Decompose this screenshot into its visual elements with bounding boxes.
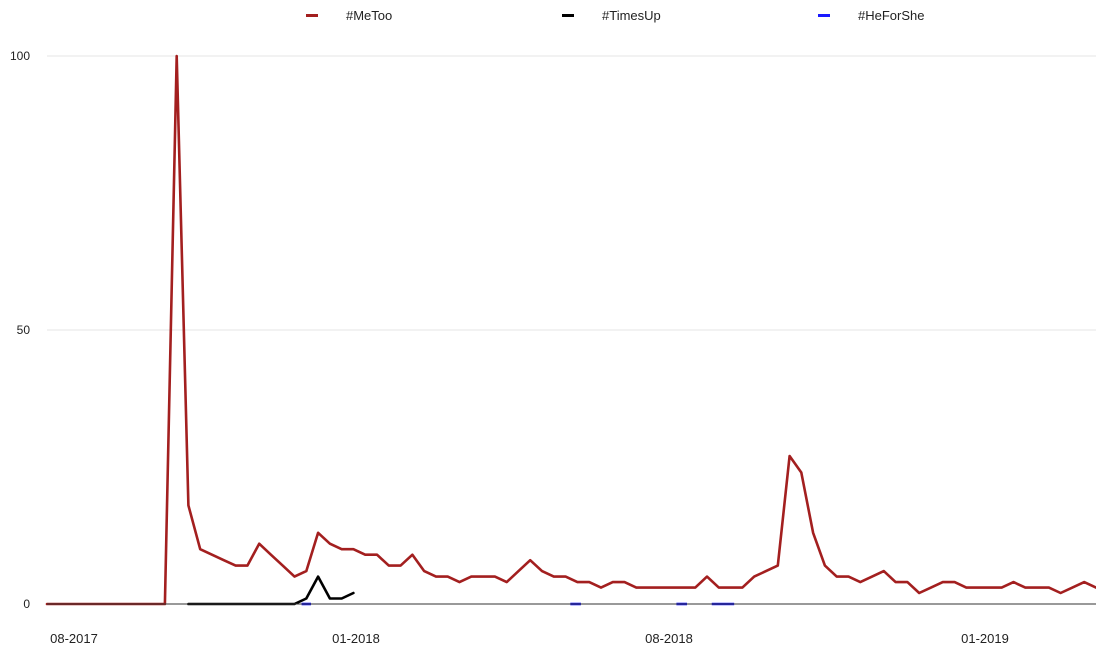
gridlines: [47, 55, 1096, 331]
legend-item-metoo: #MeToo: [306, 8, 392, 23]
legend-swatch-metoo: [306, 14, 318, 17]
legend-swatch-timesup: [562, 14, 574, 17]
legend-label-metoo: #MeToo: [346, 8, 393, 23]
y-tick-label: 50: [17, 323, 31, 337]
x-tick-label: 01-2019: [961, 631, 1009, 646]
series-line-metoo: [45, 54, 1096, 606]
x-tick-label: 08-2018: [645, 631, 693, 646]
y-tick-label: 100: [10, 49, 30, 63]
legend-item-heforshe: #HeForShe: [818, 8, 924, 23]
x-tick-label: 01-2018: [332, 631, 380, 646]
legend-swatch-heforshe: [818, 14, 830, 17]
axes: 0 50 100 08-2017 01-2018 08-2018 01-2019: [10, 49, 1096, 646]
legend-label-heforshe: #HeForShe: [858, 8, 925, 23]
legend-label-timesup: #TimesUp: [602, 8, 661, 23]
y-tick-label: 0: [23, 597, 30, 611]
legend-item-timesup: #TimesUp: [562, 8, 661, 23]
series-line-timesup: [187, 575, 355, 606]
legend: #MeToo #TimesUp #HeForShe: [0, 8, 1096, 30]
x-tick-label: 08-2017: [50, 631, 98, 646]
